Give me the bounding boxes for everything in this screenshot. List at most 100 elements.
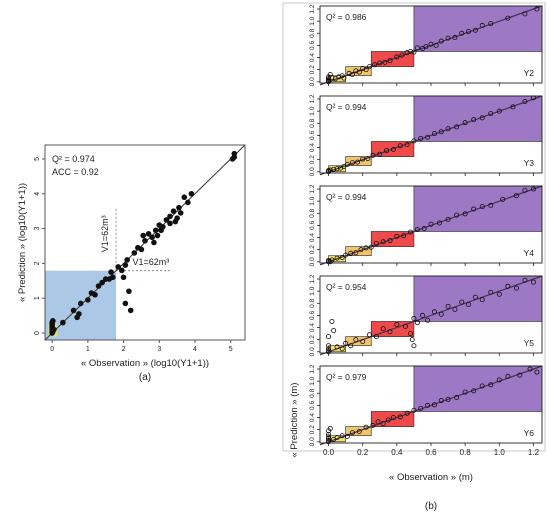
data-point-Y4-17: [401, 233, 407, 239]
data-point-Y3-22: [431, 131, 437, 137]
y-tick-label-a-1: 1: [34, 296, 41, 300]
data-point-Y6-22: [418, 405, 424, 411]
panel-label-a: (a): [139, 372, 151, 383]
data-point-Y3-14: [377, 151, 383, 157]
data-point-a-45: [167, 220, 173, 227]
x-tick-label-Y6-0: 0.0: [323, 448, 335, 457]
y-tick-label-Y6-4: 0.8: [309, 388, 316, 397]
data-point-Y2-20: [377, 60, 383, 66]
data-point-a-27: [122, 262, 129, 268]
data-point-Y6-14: [370, 422, 376, 428]
x-tick-label-a-5: 5: [229, 346, 233, 353]
y-tick-label-Y3-0: 0.0: [309, 167, 316, 176]
data-point-Y3-27: [471, 117, 477, 123]
data-point-Y2-17: [363, 67, 369, 73]
data-point-a-55: [154, 232, 161, 239]
data-point-a-17: [92, 291, 98, 298]
data-point-Y3-30: [496, 108, 502, 114]
plot-frame-a: [44, 144, 246, 341]
data-point-Y6-32: [496, 377, 502, 383]
data-point-a-32: [131, 250, 138, 256]
y-tick-label-a-4: 4: [34, 192, 41, 196]
data-point-a-26: [120, 274, 127, 281]
y-tick-label-Y3-6: 1.2: [309, 94, 316, 103]
y-tick-label-Y5-1: 0.2: [309, 335, 316, 344]
data-point-a-30: [122, 300, 129, 307]
data-point-Y3-13: [370, 152, 376, 158]
data-point-Y6-23: [425, 402, 431, 408]
data-point-Y2-43: [534, 6, 540, 12]
y-tick-label-Y3-1: 0.2: [309, 155, 316, 164]
y-axis-title-b: « Prediction » (m): [289, 383, 300, 458]
x-tick-label-Y6-6: 1.2: [528, 448, 540, 457]
data-point-Y2-7: [329, 75, 335, 81]
data-point-Y6-18: [390, 415, 396, 421]
y-tick-label-Y4-1: 0.2: [309, 245, 316, 254]
data-point-Y3-19: [411, 138, 417, 144]
data-point-Y5-29: [452, 306, 458, 312]
y-tick-label-Y2-5: 1.0: [309, 16, 316, 25]
stat-q2-Y3: Q² = 0.994: [326, 102, 367, 112]
data-point-Y2-38: [472, 27, 478, 33]
data-point-Y3-17: [397, 143, 403, 149]
data-point-Y5-28: [445, 303, 451, 309]
data-point-a-36: [140, 232, 147, 239]
y-tick-label-Y4-5: 1.0: [309, 196, 316, 205]
y-tick-label-Y2-0: 0.0: [309, 77, 316, 86]
x-tick-label-a-4: 4: [193, 346, 197, 353]
data-point-Y5-31: [466, 301, 472, 307]
data-point-Y4-15: [387, 238, 393, 244]
data-point-Y5-23: [414, 320, 420, 326]
data-point-a-53: [188, 190, 195, 197]
data-point-Y2-21: [382, 59, 388, 65]
data-point-Y3-32: [522, 98, 528, 104]
data-point-Y5-27: [438, 311, 444, 317]
panel-name-Y5: Y5: [524, 338, 535, 348]
data-point-Y2-15: [356, 69, 362, 75]
data-point-Y4-11: [363, 245, 369, 251]
y-tick-label-Y5-3: 0.6: [309, 311, 316, 320]
data-point-Y5-15: [380, 326, 386, 332]
x-axis-title-a: « Observation » (log10(Y1+1)): [81, 358, 209, 369]
data-point-Y6-31: [488, 382, 494, 388]
y-tick-label-Y5-6: 1.2: [309, 274, 316, 283]
data-point-Y6-16: [380, 421, 386, 427]
y-tick-label-a-5: 5: [34, 157, 41, 161]
y-tick-label-a-0: 0: [34, 331, 41, 335]
data-point-Y5-10: [348, 343, 354, 349]
data-point-Y5-16: [387, 329, 393, 335]
data-point-a-51: [181, 194, 188, 201]
y-tick-label-Y4-6: 1.2: [309, 184, 316, 193]
data-point-Y5-22: [411, 315, 417, 321]
y-tick-label-Y6-3: 0.6: [309, 401, 316, 410]
y-tick-label-Y3-3: 0.6: [309, 131, 316, 140]
data-point-Y2-42: [522, 11, 528, 17]
data-point-a-50: [177, 210, 184, 216]
data-point-Y4-7: [343, 252, 349, 258]
data-point-Y3-3: [327, 167, 333, 173]
data-point-a-35: [142, 237, 148, 244]
data-point-Y4-20: [421, 225, 427, 231]
data-point-Y5-4: [326, 334, 332, 340]
data-point-Y3-28: [479, 115, 485, 121]
data-point-Y6-20: [404, 410, 410, 416]
identity-line-Y3: [319, 95, 543, 176]
data-point-a-52: [185, 199, 191, 206]
data-point-Y6-28: [462, 389, 468, 395]
y-tick-label-Y6-6: 1.2: [309, 364, 316, 373]
y-tick-label-Y5-2: 0.4: [309, 323, 316, 332]
data-point-Y6-25: [438, 398, 444, 404]
data-point-Y2-13: [349, 72, 355, 78]
data-point-Y4-28: [488, 202, 494, 208]
threshold-label-vertical: V1=62m³: [100, 215, 110, 252]
x-tick-label-a-1: 1: [86, 346, 90, 353]
data-point-Y5-25: [425, 317, 431, 323]
data-point-Y2-11: [341, 75, 347, 81]
data-point-Y3-20: [418, 135, 424, 141]
data-point-a-8: [51, 326, 57, 333]
data-point-Y2-36: [459, 30, 465, 36]
data-point-Y4-16: [394, 233, 400, 239]
y-tick-label-Y4-3: 0.6: [309, 221, 316, 230]
y-tick-label-Y2-2: 0.4: [309, 53, 316, 62]
data-point-Y5-6: [331, 328, 337, 334]
